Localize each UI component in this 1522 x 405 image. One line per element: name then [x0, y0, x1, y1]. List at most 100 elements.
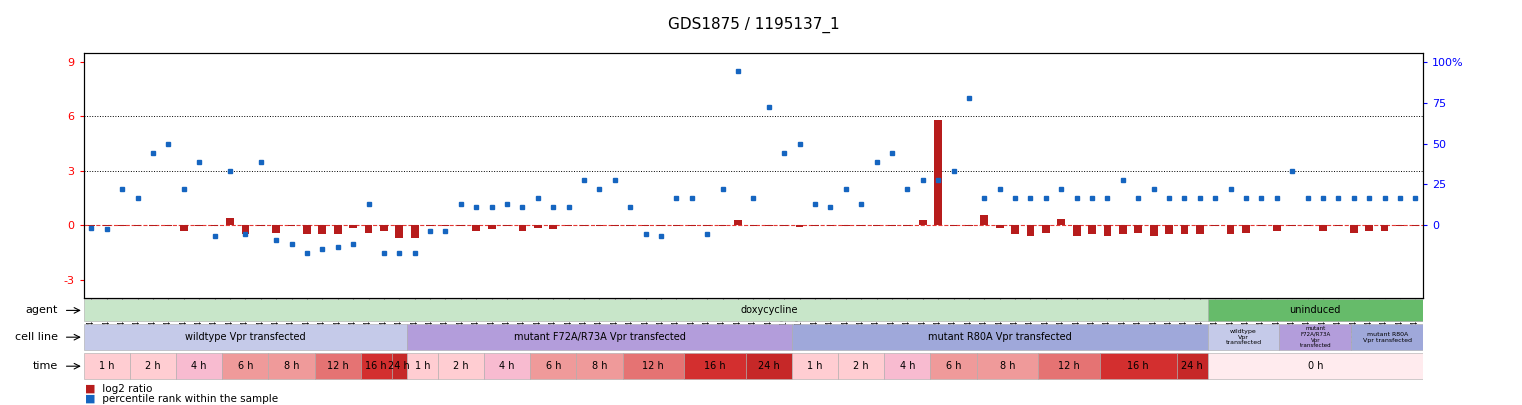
Text: 24 h: 24 h — [388, 361, 411, 371]
Bar — [349, 226, 358, 228]
FancyBboxPatch shape — [84, 324, 406, 350]
FancyBboxPatch shape — [622, 353, 683, 379]
Bar — [995, 226, 1003, 228]
Bar — [534, 226, 542, 228]
Text: mutant R80A Vpr transfected: mutant R80A Vpr transfected — [928, 332, 1071, 342]
FancyBboxPatch shape — [84, 353, 129, 379]
Bar — [303, 226, 310, 234]
FancyBboxPatch shape — [406, 353, 438, 379]
Text: 16 h: 16 h — [365, 361, 387, 371]
FancyBboxPatch shape — [129, 353, 177, 379]
Bar — [380, 226, 388, 231]
Text: cell line: cell line — [15, 332, 58, 342]
Text: 8 h: 8 h — [1000, 361, 1015, 371]
Bar — [1119, 226, 1126, 234]
Bar — [1011, 226, 1018, 234]
Bar — [1227, 226, 1234, 234]
FancyBboxPatch shape — [177, 353, 222, 379]
Bar — [1149, 226, 1158, 236]
Bar — [1272, 226, 1280, 231]
FancyBboxPatch shape — [361, 353, 391, 379]
Text: GDS1875 / 1195137_1: GDS1875 / 1195137_1 — [668, 16, 839, 32]
FancyBboxPatch shape — [683, 353, 746, 379]
Text: 2 h: 2 h — [854, 361, 869, 371]
FancyBboxPatch shape — [268, 353, 315, 379]
FancyBboxPatch shape — [930, 353, 977, 379]
Text: 8 h: 8 h — [283, 361, 300, 371]
Text: mutant
F72A/R73A
Vpr
transfected: mutant F72A/R73A Vpr transfected — [1300, 326, 1332, 348]
Text: 2 h: 2 h — [145, 361, 161, 371]
Bar — [242, 226, 250, 234]
Bar — [1380, 226, 1388, 231]
Bar — [396, 226, 403, 238]
Text: 16 h: 16 h — [705, 361, 726, 371]
Text: 12 h: 12 h — [642, 361, 664, 371]
FancyBboxPatch shape — [530, 353, 577, 379]
FancyBboxPatch shape — [1038, 353, 1100, 379]
FancyBboxPatch shape — [577, 353, 622, 379]
Text: ■: ■ — [85, 384, 96, 394]
Text: wildtype Vpr transfected: wildtype Vpr transfected — [186, 332, 306, 342]
Text: ■: ■ — [85, 394, 96, 404]
FancyBboxPatch shape — [84, 299, 1423, 322]
Text: 12 h: 12 h — [327, 361, 349, 371]
Text: 8 h: 8 h — [592, 361, 607, 371]
Bar — [980, 215, 988, 226]
Text: time: time — [32, 361, 58, 371]
FancyBboxPatch shape — [1177, 353, 1207, 379]
FancyBboxPatch shape — [1352, 324, 1423, 350]
FancyBboxPatch shape — [746, 353, 791, 379]
FancyBboxPatch shape — [1207, 324, 1280, 350]
Bar — [333, 226, 341, 234]
Text: 4 h: 4 h — [192, 361, 207, 371]
Text: 4 h: 4 h — [900, 361, 915, 371]
Text: log2 ratio: log2 ratio — [99, 384, 152, 394]
FancyBboxPatch shape — [1207, 299, 1423, 322]
Bar — [919, 220, 927, 226]
FancyBboxPatch shape — [391, 353, 406, 379]
Bar — [1073, 226, 1081, 236]
FancyBboxPatch shape — [977, 353, 1038, 379]
Bar — [1134, 226, 1142, 232]
Bar — [734, 220, 741, 226]
Bar — [1103, 226, 1111, 236]
Bar — [365, 226, 373, 232]
Bar — [227, 218, 234, 226]
Text: 6 h: 6 h — [545, 361, 562, 371]
Bar — [549, 226, 557, 229]
Text: 0 h: 0 h — [1307, 361, 1323, 371]
FancyBboxPatch shape — [1207, 353, 1423, 379]
Text: uninduced: uninduced — [1289, 305, 1341, 315]
Bar — [1027, 226, 1035, 236]
Bar — [489, 226, 496, 229]
Text: 24 h: 24 h — [1181, 361, 1202, 371]
FancyBboxPatch shape — [222, 353, 268, 379]
FancyBboxPatch shape — [406, 324, 791, 350]
Text: 2 h: 2 h — [454, 361, 469, 371]
Bar — [318, 226, 326, 234]
FancyBboxPatch shape — [839, 353, 884, 379]
Bar — [1320, 226, 1327, 231]
Text: 4 h: 4 h — [499, 361, 514, 371]
Text: 6 h: 6 h — [945, 361, 962, 371]
Bar — [1350, 226, 1358, 232]
Bar — [1043, 226, 1050, 232]
Bar — [935, 120, 942, 226]
Bar — [411, 226, 419, 238]
Text: agent: agent — [26, 305, 58, 315]
Bar — [1058, 219, 1065, 226]
Bar — [1196, 226, 1204, 234]
Text: 12 h: 12 h — [1058, 361, 1081, 371]
Bar — [180, 226, 187, 231]
Text: percentile rank within the sample: percentile rank within the sample — [99, 394, 279, 404]
Text: 6 h: 6 h — [237, 361, 253, 371]
FancyBboxPatch shape — [438, 353, 484, 379]
Bar — [272, 226, 280, 232]
Text: 1 h: 1 h — [807, 361, 823, 371]
Text: wildtype
Vpr
transfected: wildtype Vpr transfected — [1225, 329, 1262, 345]
Bar — [796, 226, 804, 227]
Text: 16 h: 16 h — [1128, 361, 1149, 371]
Text: 24 h: 24 h — [758, 361, 779, 371]
FancyBboxPatch shape — [1280, 324, 1352, 350]
FancyBboxPatch shape — [484, 353, 530, 379]
